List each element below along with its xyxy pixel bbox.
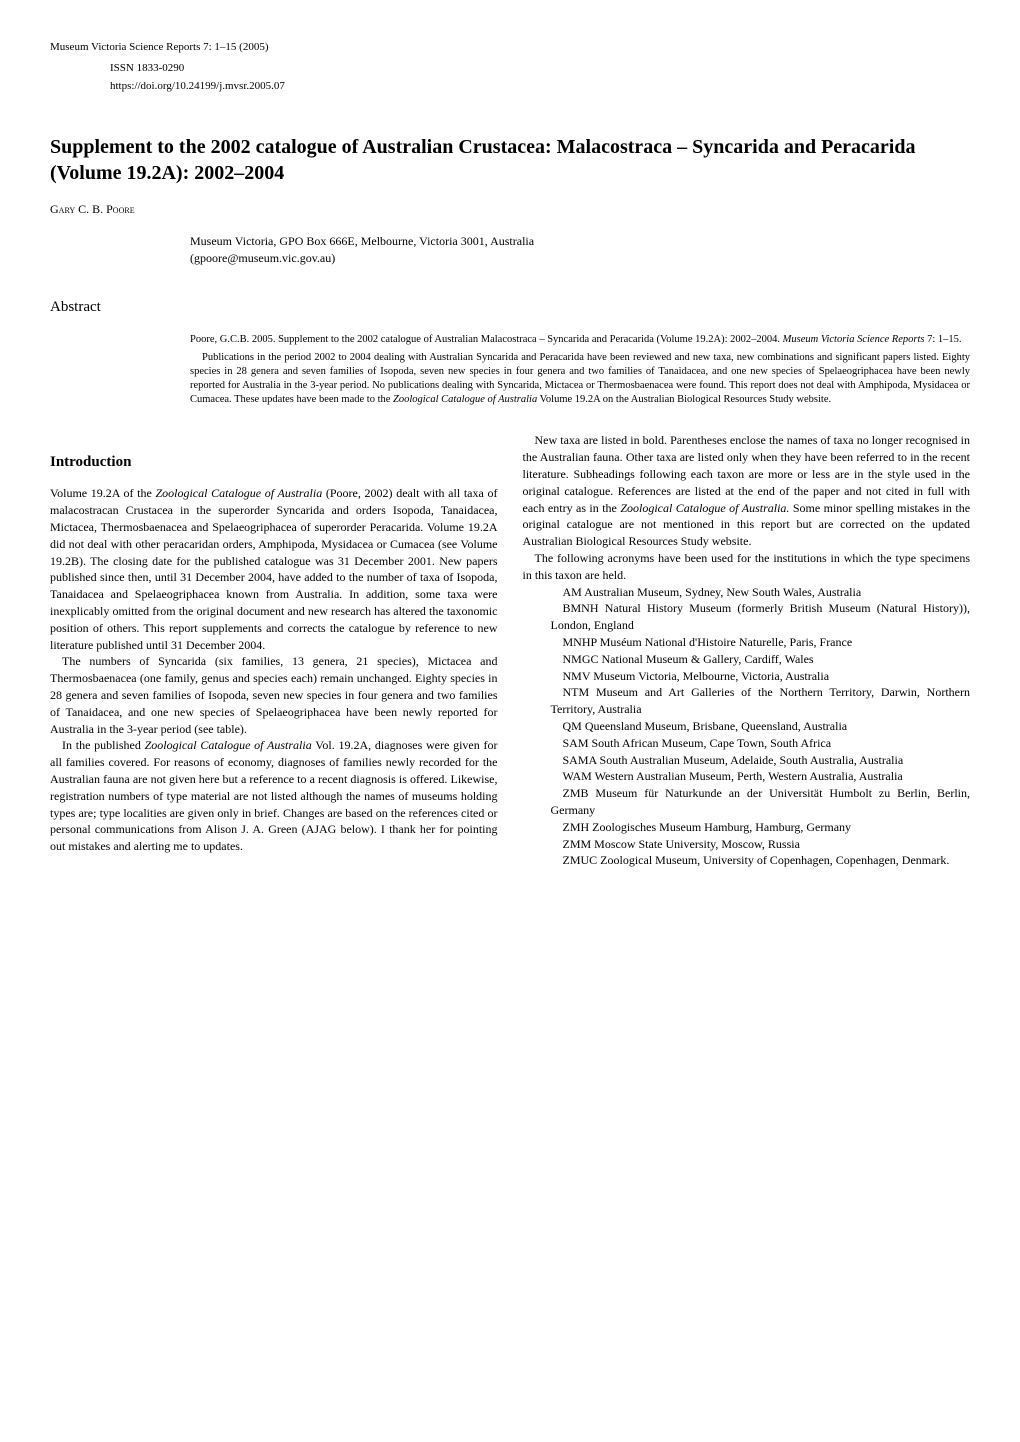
acronym-item: SAM South African Museum, Cape Town, Sou…	[523, 735, 971, 752]
intro-p1-italic: Zoological Catalogue of Australia	[155, 486, 322, 500]
author-name: Gary C. B. Poore	[50, 201, 970, 218]
abstract-heading: Abstract	[50, 297, 970, 318]
acronym-item: AM Australian Museum, Sydney, New South …	[523, 584, 971, 601]
acronym-item: NMV Museum Victoria, Melbourne, Victoria…	[523, 668, 971, 685]
intro-p1-text-b: (Poore, 2002) dealt with all taxa of mal…	[50, 486, 498, 651]
body-columns: Introduction Volume 19.2A of the Zoologi…	[50, 432, 970, 869]
abstract-body: Publications in the period 2002 to 2004 …	[190, 351, 970, 408]
abstract-citation-journal: Museum Victoria Science Reports	[783, 334, 925, 345]
intro-p3-italic: Zoological Catalogue of Australia	[145, 738, 312, 752]
acronym-item: SAMA South Australian Museum, Adelaide, …	[523, 752, 971, 769]
acronym-list: AM Australian Museum, Sydney, New South …	[523, 584, 971, 870]
introduction-heading: Introduction	[50, 452, 498, 473]
intro-p4-italic: Zoological Catalogue of Australia.	[620, 501, 789, 515]
abstract-citation: Poore, G.C.B. 2005. Supplement to the 20…	[190, 333, 970, 347]
acronym-item: BMNH Natural History Museum (formerly Br…	[523, 600, 971, 634]
acronym-item: WAM Western Australian Museum, Perth, We…	[523, 768, 971, 785]
abstract-content: Poore, G.C.B. 2005. Supplement to the 20…	[190, 333, 970, 408]
acronym-item: ZMUC Zoological Museum, University of Co…	[523, 852, 971, 869]
abstract-body-end: Volume 19.2A on the Australian Biologica…	[537, 394, 831, 405]
abstract-citation-text: Poore, G.C.B. 2005. Supplement to the 20…	[190, 334, 783, 345]
acronym-item: ZMH Zoologisches Museum Hamburg, Hamburg…	[523, 819, 971, 836]
intro-paragraph-4: New taxa are listed in bold. Parentheses…	[523, 432, 971, 550]
intro-paragraph-3: In the published Zoological Catalogue of…	[50, 737, 498, 855]
paper-title: Supplement to the 2002 catalogue of Aust…	[50, 134, 970, 186]
author-affiliation: Museum Victoria, GPO Box 666E, Melbourne…	[190, 233, 970, 267]
abstract-citation-pages: 7: 1–15.	[924, 334, 961, 345]
intro-p3-text-a: In the published	[62, 738, 145, 752]
affiliation-address: Museum Victoria, GPO Box 666E, Melbourne…	[190, 233, 970, 250]
issn-number: ISSN 1833-0290	[110, 61, 970, 76]
acronym-item: NTM Museum and Art Galleries of the Nort…	[523, 684, 971, 718]
acronym-item: MNHP Muséum National d'Histoire Naturell…	[523, 634, 971, 651]
issn-block: ISSN 1833-0290 https://doi.org/10.24199/…	[110, 61, 970, 94]
intro-p1-text-a: Volume 19.2A of the	[50, 486, 155, 500]
acronym-item: QM Queensland Museum, Brisbane, Queensla…	[523, 718, 971, 735]
abstract-body-italic: Zoological Catalogue of Australia	[393, 394, 537, 405]
intro-paragraph-5: The following acronyms have been used fo…	[523, 550, 971, 584]
acronym-item: NMGC National Museum & Gallery, Cardiff,…	[523, 651, 971, 668]
acronym-item: ZMM Moscow State University, Moscow, Rus…	[523, 836, 971, 853]
intro-p3-text-b: Vol. 19.2A, diagnoses were given for all…	[50, 738, 498, 853]
intro-paragraph-2: The numbers of Syncarida (six families, …	[50, 653, 498, 737]
intro-paragraph-1: Volume 19.2A of the Zoological Catalogue…	[50, 485, 498, 653]
acronym-item: ZMB Museum für Naturkunde an der Univers…	[523, 785, 971, 819]
affiliation-email: (gpoore@museum.vic.gov.au)	[190, 250, 970, 267]
journal-header: Museum Victoria Science Reports 7: 1–15 …	[50, 40, 970, 55]
doi-link: https://doi.org/10.24199/j.mvsr.2005.07	[110, 79, 970, 94]
